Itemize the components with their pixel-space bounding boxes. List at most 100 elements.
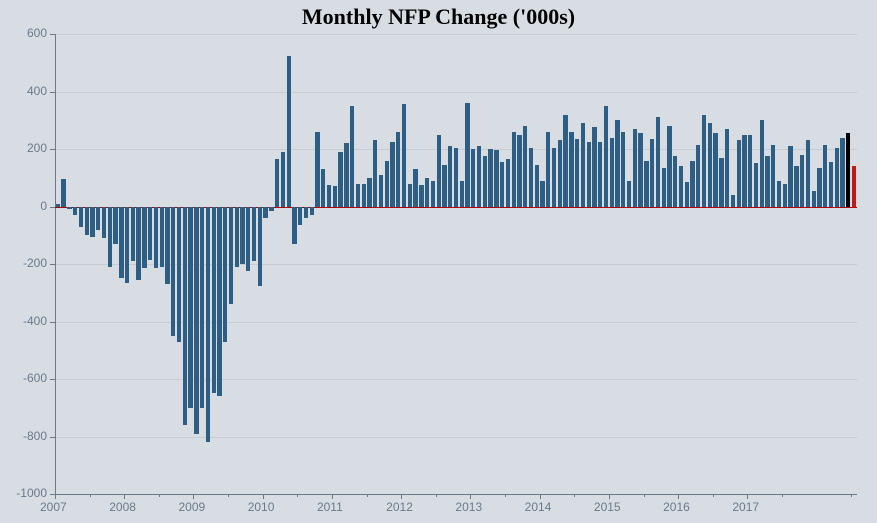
bar <box>287 56 291 207</box>
y-gridline <box>55 92 857 93</box>
bar <box>61 179 65 206</box>
x-axis-label: 2013 <box>455 500 482 514</box>
bar <box>223 207 227 342</box>
bar <box>685 182 689 206</box>
bar <box>690 161 694 207</box>
bar <box>748 135 752 207</box>
bar <box>488 149 492 207</box>
bar <box>627 181 631 207</box>
bar <box>846 133 850 206</box>
bar <box>448 146 452 206</box>
bar <box>806 140 810 206</box>
x-axis-label: 2017 <box>732 500 759 514</box>
bar <box>737 140 741 206</box>
bar <box>604 106 608 207</box>
y-axis-label: -200 <box>23 256 47 270</box>
bar <box>840 138 844 207</box>
bar <box>702 115 706 207</box>
x-axis-label: 2012 <box>386 500 413 514</box>
chart-title: Monthly NFP Change ('000s) <box>0 4 877 30</box>
bar <box>760 120 764 206</box>
bar <box>835 148 839 207</box>
bar <box>742 135 746 207</box>
bar <box>269 207 273 211</box>
bar <box>200 207 204 408</box>
bar <box>362 184 366 207</box>
bar <box>136 207 140 280</box>
bar <box>310 207 314 216</box>
bar <box>494 150 498 206</box>
bar <box>633 129 637 207</box>
bar <box>402 104 406 206</box>
bar <box>281 152 285 207</box>
x-axis-label: 2015 <box>594 500 621 514</box>
y-axis-line <box>55 34 56 494</box>
bar <box>558 140 562 206</box>
bar <box>356 184 360 207</box>
bar <box>379 175 383 207</box>
bar <box>419 185 423 207</box>
bar <box>512 132 516 207</box>
bar <box>177 207 181 342</box>
bar <box>598 142 602 207</box>
bar <box>587 142 591 207</box>
bar <box>517 135 521 207</box>
bar <box>367 178 371 207</box>
bar <box>315 132 319 207</box>
bar <box>235 207 239 267</box>
bar <box>206 207 210 443</box>
bar <box>713 133 717 206</box>
bar <box>552 148 556 207</box>
bar <box>292 207 296 244</box>
y-axis-label: -400 <box>23 314 47 328</box>
bar <box>523 126 527 207</box>
y-gridline <box>55 379 857 380</box>
bar <box>246 207 250 272</box>
bar <box>408 184 412 207</box>
y-axis-label: -800 <box>23 429 47 443</box>
bar <box>731 195 735 207</box>
bar <box>165 207 169 285</box>
bar <box>546 132 550 207</box>
bar <box>56 204 60 207</box>
bar <box>131 207 135 262</box>
bar <box>708 123 712 206</box>
bar <box>217 207 221 397</box>
bar <box>719 158 723 207</box>
bar <box>500 162 504 207</box>
bar <box>298 207 302 226</box>
bar <box>102 207 106 239</box>
bar <box>119 207 123 279</box>
bar <box>535 165 539 207</box>
bar <box>263 207 267 219</box>
bar <box>754 163 758 206</box>
bar <box>471 149 475 207</box>
bar <box>171 207 175 336</box>
bar <box>142 207 146 269</box>
bar <box>212 207 216 394</box>
bar <box>344 143 348 206</box>
bar <box>477 146 481 206</box>
bar <box>575 139 579 207</box>
bar <box>229 207 233 305</box>
bar <box>788 146 792 206</box>
bar <box>615 120 619 206</box>
bar <box>592 127 596 206</box>
bar <box>125 207 129 283</box>
bar <box>465 103 469 207</box>
bar <box>823 145 827 207</box>
bar <box>183 207 187 426</box>
bar <box>662 168 666 207</box>
x-axis-label: 2007 <box>40 500 67 514</box>
bar <box>638 133 642 206</box>
bar <box>240 207 244 265</box>
bar <box>650 139 654 207</box>
bar <box>506 159 510 206</box>
bar <box>800 155 804 207</box>
x-axis-label: 2008 <box>109 500 136 514</box>
bar <box>725 129 729 207</box>
bar <box>160 207 164 267</box>
bar <box>765 156 769 206</box>
x-axis-label: 2011 <box>317 500 343 514</box>
bar <box>563 115 567 207</box>
